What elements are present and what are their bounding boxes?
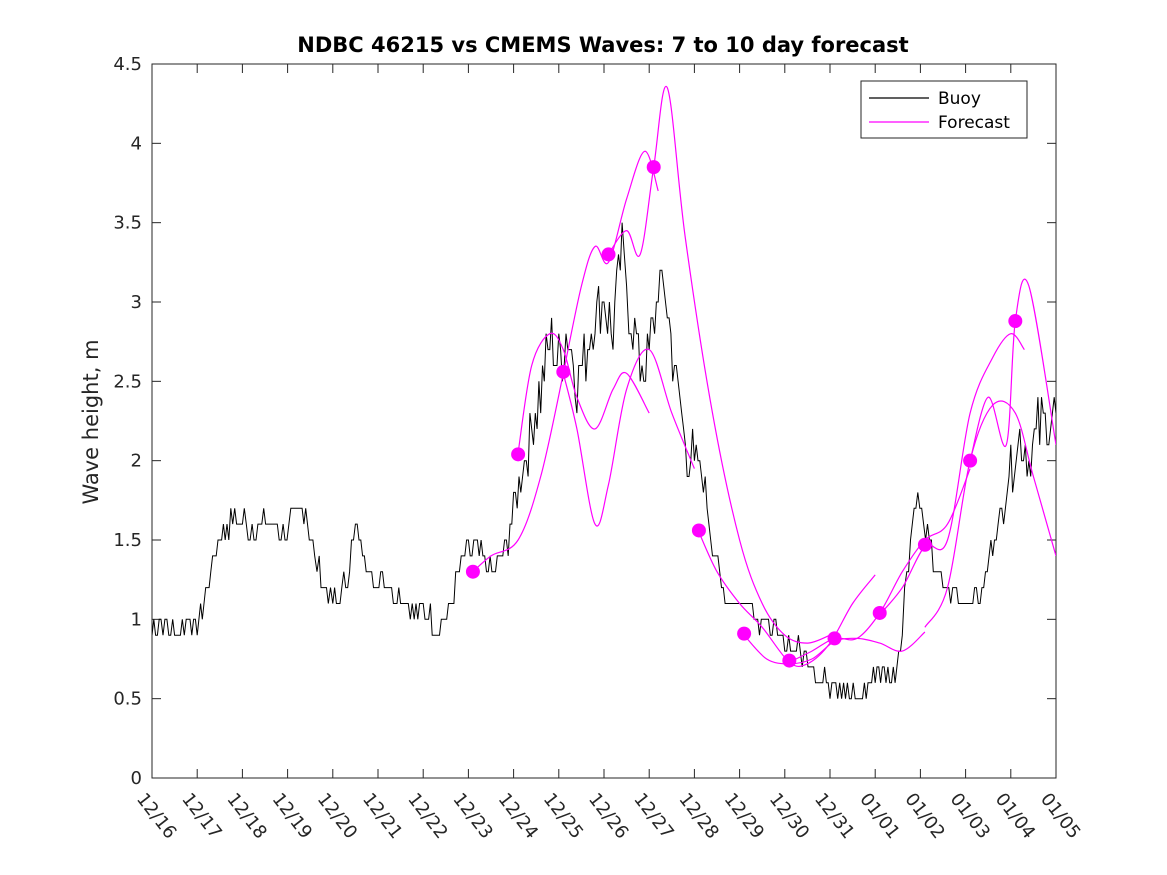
y-tick-label: 3 bbox=[131, 292, 142, 313]
x-tick-label: 12/27 bbox=[629, 789, 677, 843]
x-tick-label: 01/01 bbox=[855, 789, 903, 843]
forecast-marker bbox=[1008, 314, 1023, 329]
x-tick-label: 01/02 bbox=[900, 789, 948, 843]
forecast-series-line bbox=[562, 348, 695, 527]
x-tick-label: 12/31 bbox=[810, 789, 858, 843]
axes-box bbox=[151, 63, 1057, 779]
x-tick-label: 12/17 bbox=[177, 789, 225, 843]
forecast-marker bbox=[556, 364, 571, 379]
y-axis-label: Wave height, m bbox=[79, 339, 103, 504]
forecast-series-line bbox=[879, 333, 1025, 615]
x-tick-label: 12/30 bbox=[765, 789, 813, 843]
forecast-series-line bbox=[608, 85, 831, 644]
x-tick-label: 12/25 bbox=[539, 789, 587, 843]
x-tick-label: 12/21 bbox=[358, 789, 406, 843]
buoy-series-line bbox=[152, 222, 1056, 700]
x-tick-label: 12/16 bbox=[132, 789, 180, 843]
x-tick-label: 01/03 bbox=[946, 789, 994, 843]
forecast-marker bbox=[782, 653, 797, 668]
x-tick-label: 12/18 bbox=[222, 789, 270, 843]
forecast-series-line bbox=[517, 332, 650, 453]
forecast-marker bbox=[465, 564, 480, 579]
x-tick-label: 12/23 bbox=[448, 789, 496, 843]
y-tick-label: 2 bbox=[131, 451, 142, 472]
forecast-series-line bbox=[924, 400, 1056, 628]
forecast-marker bbox=[917, 537, 932, 552]
y-tick-label: 1 bbox=[131, 609, 142, 630]
legend-box bbox=[860, 80, 1028, 139]
y-tick-label: 4.5 bbox=[113, 54, 142, 75]
y-tick-label: 0 bbox=[131, 768, 142, 789]
y-tick-label: 3.5 bbox=[113, 213, 142, 234]
forecast-marker bbox=[511, 447, 526, 462]
x-tick-label: 01/04 bbox=[991, 789, 1039, 843]
forecast-marker bbox=[737, 626, 752, 641]
forecast-series-line bbox=[969, 278, 1056, 461]
forecast-series-line bbox=[789, 468, 971, 663]
legend: Buoy Forecast bbox=[860, 80, 1028, 139]
y-tick-label: 1.5 bbox=[113, 530, 142, 551]
y-tick-label: 2.5 bbox=[113, 371, 142, 392]
forecast-marker bbox=[601, 247, 616, 262]
x-tick-label: 01/05 bbox=[1036, 789, 1084, 843]
forecast-marker bbox=[646, 160, 661, 175]
y-tick-label: 0.5 bbox=[113, 689, 142, 710]
x-tick-label: 12/24 bbox=[494, 789, 542, 843]
forecast-series-line bbox=[472, 373, 564, 573]
forecast-marker bbox=[963, 453, 978, 468]
x-tick-label: 12/26 bbox=[584, 789, 632, 843]
x-tick-label: 12/29 bbox=[720, 789, 768, 843]
y-tick-label: 4 bbox=[131, 133, 142, 154]
x-tick-label: 12/20 bbox=[313, 789, 361, 843]
chart-title: NDBC 46215 vs CMEMS Waves: 7 to 10 day f… bbox=[297, 33, 908, 57]
forecast-marker bbox=[872, 605, 887, 620]
forecast-marker bbox=[691, 523, 706, 538]
x-tick-label: 12/28 bbox=[674, 789, 722, 843]
legend-forecast-label: Forecast bbox=[938, 113, 1010, 133]
legend-buoy-label: Buoy bbox=[938, 89, 981, 109]
x-tick-label: 12/22 bbox=[403, 789, 451, 843]
forecast-marker bbox=[827, 631, 842, 646]
forecast-series-line bbox=[562, 150, 659, 374]
plot-area: 0 0.5 1 1.5 2 2.5 3 3.5 4 4.5 12/1612/1712/1812/19… bbox=[113, 54, 1084, 843]
x-tick-label: 12/19 bbox=[268, 789, 316, 843]
